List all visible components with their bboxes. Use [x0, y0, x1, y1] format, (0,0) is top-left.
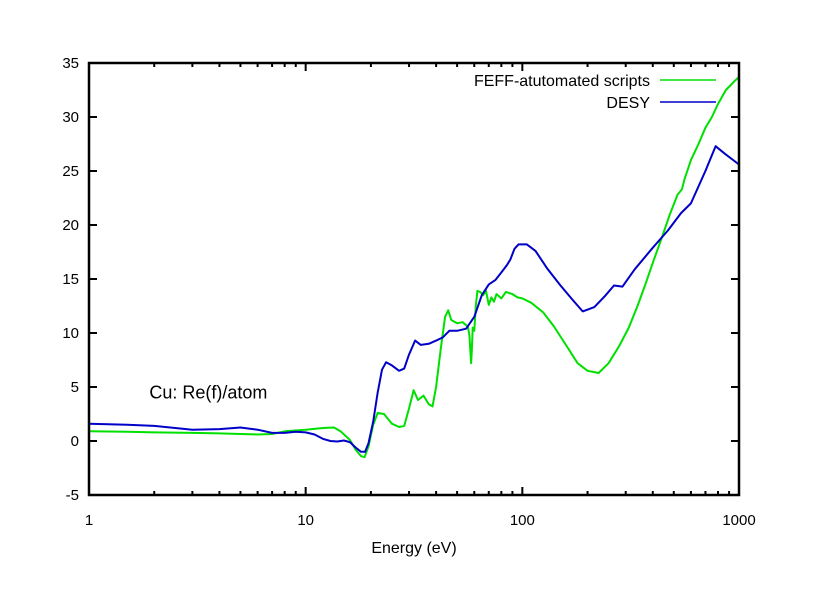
y-tick-label: 35 — [62, 55, 79, 72]
y-tick-label: 10 — [62, 325, 79, 342]
y-tick-label: 25 — [62, 163, 79, 180]
x-tick-label: 100 — [510, 512, 535, 529]
y-tick-label: 5 — [71, 379, 79, 396]
annotation-cu-ref: Cu: Re(f)/atom — [149, 382, 267, 402]
legend-label-feff: FEFF-atutomated scripts — [474, 73, 650, 90]
y-tick-label: 0 — [71, 433, 79, 450]
x-axis-label: Energy (eV) — [371, 540, 456, 557]
legend: FEFF-atutomated scripts DESY — [474, 73, 716, 112]
series-layer — [88, 76, 740, 459]
x-tick-labels: 1 10 100 1000 — [85, 512, 756, 529]
y-tick-labels: -5 0 5 10 15 20 25 30 35 — [62, 55, 79, 504]
y-tick-label: 30 — [62, 109, 79, 126]
y-tick-label: 20 — [62, 217, 79, 234]
plot-frame — [87, 61, 741, 497]
x-tick-label: 10 — [297, 512, 314, 529]
series-line-desy — [88, 145, 740, 453]
y-tick-label: -5 — [66, 487, 79, 504]
legend-label-desy: DESY — [606, 95, 650, 112]
x-tick-label: 1000 — [722, 512, 755, 529]
x-tick-label: 1 — [85, 512, 93, 529]
y-tick-label: 15 — [62, 271, 79, 288]
